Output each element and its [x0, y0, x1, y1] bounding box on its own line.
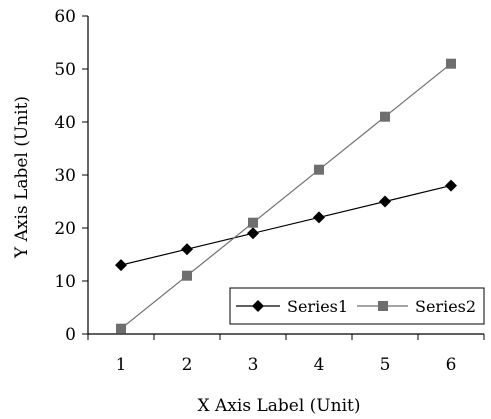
y-tick-label: 10 [54, 272, 76, 292]
y-tick-label: 20 [54, 219, 76, 239]
x-tick-label: 4 [314, 355, 325, 375]
x-tick-label: 5 [380, 355, 391, 375]
data-point [445, 179, 457, 192]
x-axis: 1 2 3 4 5 6 [87, 334, 485, 375]
x-tick-label: 1 [116, 355, 127, 375]
y-tick-label: 0 [65, 325, 76, 345]
data-point [248, 217, 258, 228]
plot-area [87, 16, 484, 335]
data-point [247, 227, 259, 240]
data-point [115, 259, 127, 272]
legend-label-series1: Series1 [287, 297, 348, 316]
series-layer [115, 58, 457, 334]
y-tick-label: 50 [54, 60, 76, 80]
legend-item-series1: Series1 [236, 297, 348, 316]
data-point [116, 323, 126, 334]
data-point [379, 195, 391, 208]
y-tick-label: 40 [54, 113, 76, 133]
x-tick-label: 6 [446, 355, 457, 375]
y-axis: 0 10 20 30 40 50 60 [54, 7, 88, 345]
y-tick-label: 60 [54, 7, 76, 27]
series-2 [116, 58, 456, 334]
series-line [120, 63, 452, 330]
legend-item-series2: Series2 [357, 297, 476, 316]
data-point [181, 243, 193, 256]
data-point [446, 58, 456, 69]
diamond-marker-icon [252, 300, 264, 312]
data-point [314, 164, 324, 175]
square-marker-icon [378, 301, 388, 311]
data-point [313, 211, 325, 224]
x-tick-label: 2 [182, 355, 193, 375]
data-point [182, 270, 192, 281]
legend: Series1 Series2 [229, 287, 485, 325]
series-line [120, 185, 452, 266]
series-1 [115, 179, 457, 272]
x-tick-label: 3 [248, 355, 259, 375]
y-axis-title: Y Axis Label (Unit) [12, 96, 32, 259]
y-tick-label: 30 [54, 166, 76, 186]
data-point [380, 111, 390, 122]
legend-label-series2: Series2 [415, 297, 476, 316]
x-axis-title: X Axis Label (Unit) [198, 396, 361, 416]
